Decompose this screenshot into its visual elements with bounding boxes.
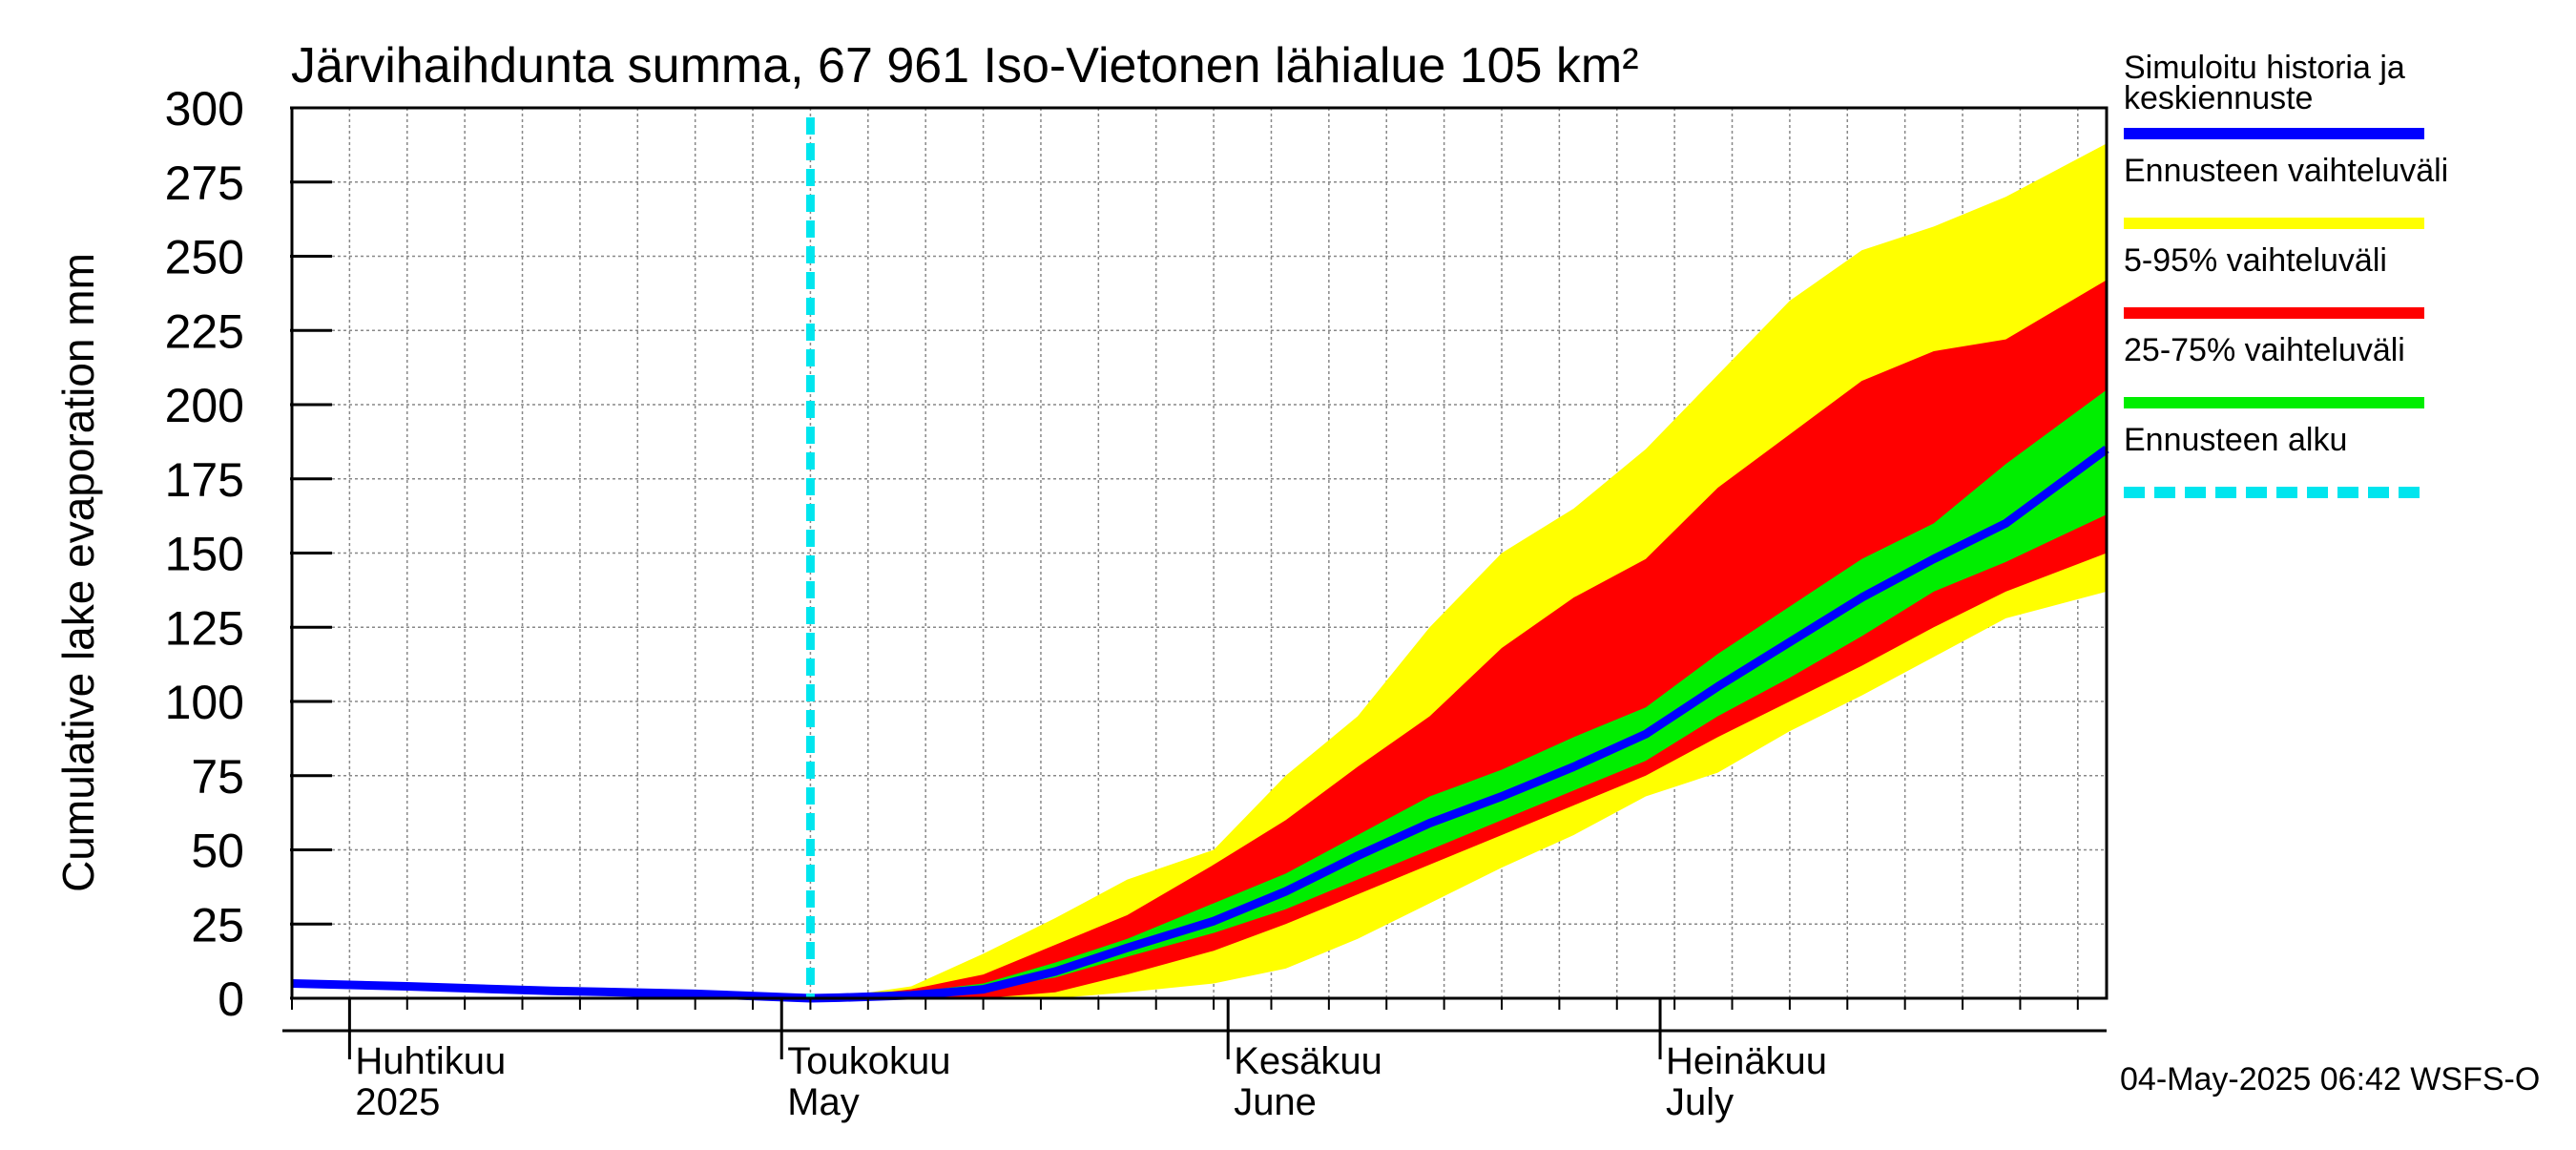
- y-tick-label: 250: [165, 231, 244, 284]
- y-tick-label: 125: [165, 601, 244, 655]
- y-tick-label: 25: [191, 898, 244, 951]
- legend-label: Simuloitu historia ja: [2124, 50, 2405, 86]
- x-month-label: Toukokuu: [787, 1040, 950, 1082]
- y-tick-label: 50: [191, 825, 244, 878]
- forecast-bands: [810, 143, 2107, 998]
- plot-frame: [290, 106, 2109, 1000]
- y-tick-label: 75: [191, 750, 244, 804]
- x-month-label: Heinäkuu: [1666, 1040, 1827, 1082]
- y-tick-label: 300: [165, 82, 244, 136]
- x-month-sublabel: July: [1666, 1081, 1734, 1123]
- legend-label: 25-75% vaihteluväli: [2124, 332, 2405, 368]
- x-month-sublabel: May: [787, 1081, 860, 1123]
- y-tick-label: 100: [165, 676, 244, 729]
- chart-title: Järvihaihdunta summa, 67 961 Iso-Vietone…: [291, 38, 1639, 94]
- mean-line: [291, 446, 2109, 1003]
- y-tick-label: 150: [165, 528, 244, 581]
- y-axis-label: Cumulative lake evaporation mm: [53, 253, 103, 892]
- timestamp-footer: 04-May-2025 06:42 WSFS-O: [2120, 1061, 2540, 1098]
- y-tick-label: 225: [165, 304, 244, 358]
- p5-95-band: [810, 280, 2107, 998]
- legend-label: keskiennuste: [2124, 80, 2313, 116]
- x-month-label: Huhtikuu: [355, 1040, 506, 1082]
- legend-label: Ennusteen alku: [2124, 422, 2347, 458]
- axes: 0 25 50 75 100 125 150 175 200 225 250 275 300 Huhtik…: [165, 82, 2109, 1123]
- y-tick-label: 175: [165, 453, 244, 507]
- y-tick-label: 200: [165, 379, 244, 432]
- legend-label: Ennusteen vaihteluväli: [2124, 153, 2448, 189]
- range-band: [810, 143, 2107, 998]
- x-month-sublabel: June: [1234, 1081, 1317, 1123]
- series-lines: [291, 117, 2109, 1003]
- legend-label: 5-95% vaihteluväli: [2124, 242, 2387, 279]
- x-month-label: Kesäkuu: [1234, 1040, 1382, 1082]
- y-tick-label: 0: [218, 972, 244, 1026]
- x-month-sublabel: 2025: [355, 1081, 440, 1123]
- y-tick-label: 275: [165, 157, 244, 210]
